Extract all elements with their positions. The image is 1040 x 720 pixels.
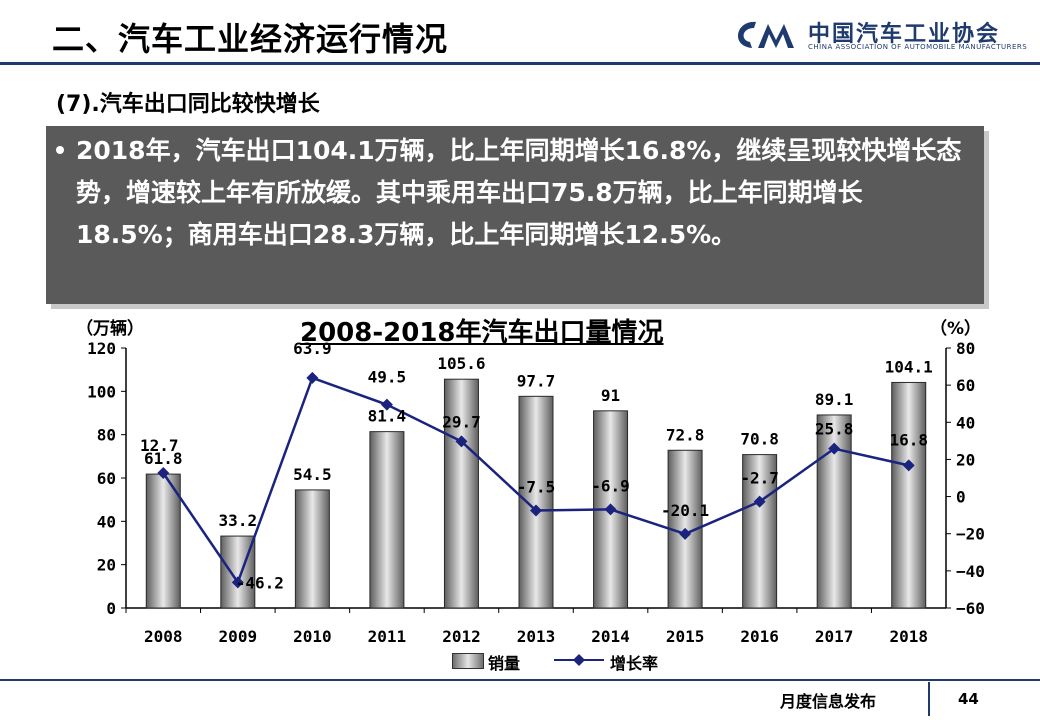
right-axis-unit: （%） [930,319,982,339]
bar-value-label: 33.2 [219,511,258,530]
growth-rate-label: 12.7 [140,436,179,455]
logo-text-en: CHINA ASSOCIATION OF AUTOMOBILE MANUFACT… [808,43,1028,51]
growth-rate-label: -2.7 [740,469,779,488]
bar-value-label: 89.1 [815,390,854,409]
x-tick-label: 2011 [368,627,407,646]
legend-line-label: 增长率 [610,654,659,673]
growth-rate-point [231,576,244,589]
growth-rate-label: -20.1 [661,501,709,520]
growth-rate-point [530,504,542,517]
growth-rate-label: -7.5 [517,478,556,497]
growth-rate-label: 29.7 [442,412,481,431]
bar [145,473,181,609]
x-tick-label: 2013 [517,627,556,646]
growth-rate-point [679,527,692,540]
export-chart: 0 20 40 60 80 100 120 −60 −40 −20 0 20 40 60 80 2008 61… [87,339,985,646]
right-tick-label: 40 [956,413,975,432]
caam-logo: 中国汽车工业协会 CHINA ASSOCIATION OF AUTOMOBILE… [728,16,1028,56]
bar-value-label: 104.1 [885,357,933,376]
growth-rate-point [753,495,766,508]
right-tick-label: 20 [956,450,975,469]
left-tick-label: 0 [106,599,116,618]
legend-line-swatch [554,654,604,666]
right-tick-label: −20 [956,525,985,544]
legend-bar-label: 销量 [488,654,521,673]
growth-rate-point [380,398,393,411]
legend-bar-swatch [452,653,484,669]
right-tick-label: 80 [956,339,975,358]
left-tick-label: 40 [97,512,116,531]
bullet-icon [56,146,64,154]
bar-value-label: 105.6 [437,354,485,373]
summary-text: 2018年，汽车出口104.1万辆，比上年同期增长16.8%，继续呈现较快增长态… [76,136,962,249]
bar [294,489,330,609]
growth-rate-point [306,371,319,384]
section-subtitle: (7).汽车出口同比较快增长 [56,92,320,117]
right-tick-label: −60 [956,599,985,618]
page-number: 44 [958,690,979,708]
growth-rate-point [157,466,170,479]
caam-logo-icon [738,21,794,48]
chart-title: 2008-2018年汽车出口量情况 [300,318,664,348]
x-tick-label: 2012 [442,627,481,646]
page-title: 二、汽车工业经济运行情况 [52,20,449,58]
growth-rate-label: 25.8 [815,420,854,439]
growth-rate-label: -6.9 [591,476,630,495]
bar [891,381,927,609]
x-tick-label: 2014 [591,627,630,646]
bar [443,378,479,609]
growth-rate-label: 63.9 [293,339,332,358]
x-tick-label: 2010 [293,627,332,646]
x-tick-label: 2017 [815,627,854,646]
x-tick-label: 2018 [889,627,928,646]
left-tick-label: 100 [87,382,116,401]
growth-rate-point [455,435,468,448]
x-tick-label: 2009 [219,627,258,646]
bar-value-label: 97.7 [517,371,556,390]
left-tick-label: 20 [97,556,116,575]
bar-value-label: 91 [601,386,620,405]
right-tick-label: 60 [956,376,975,395]
growth-rate-label: -46.2 [236,573,284,592]
footer-text: 月度信息发布 [780,692,877,711]
growth-rate-label: 49.5 [368,368,407,387]
footer-divider [0,679,1040,681]
footer-separator [928,682,930,716]
left-tick-label: 60 [97,469,116,488]
summary-box: 2018年，汽车出口104.1万辆，比上年同期增长16.8%，继续呈现较快增长态… [46,126,984,304]
bar [369,431,405,609]
bar-value-label: 81.4 [368,407,407,426]
x-tick-label: 2015 [666,627,705,646]
bar [518,395,554,609]
left-axis-unit: （万辆） [76,319,144,339]
bar [742,454,778,609]
growth-rate-label: 16.8 [889,430,928,449]
bar-value-label: 61.8 [144,449,183,468]
right-tick-label: −40 [956,562,985,581]
left-tick-label: 120 [87,339,116,358]
growth-rate-point [902,459,915,472]
bar-value-label: 70.8 [740,430,779,449]
bar-value-label: 72.8 [666,425,705,444]
right-tick-label: 0 [956,488,966,507]
x-tick-label: 2008 [144,627,183,646]
logo-text-cn: 中国汽车工业协会 [808,22,1001,47]
left-tick-label: 80 [97,426,116,445]
x-tick-label: 2016 [740,627,779,646]
header-divider [0,62,1040,65]
growth-rate-point [604,503,617,516]
bar-value-label: 54.5 [293,465,332,484]
growth-rate-point [828,442,841,455]
